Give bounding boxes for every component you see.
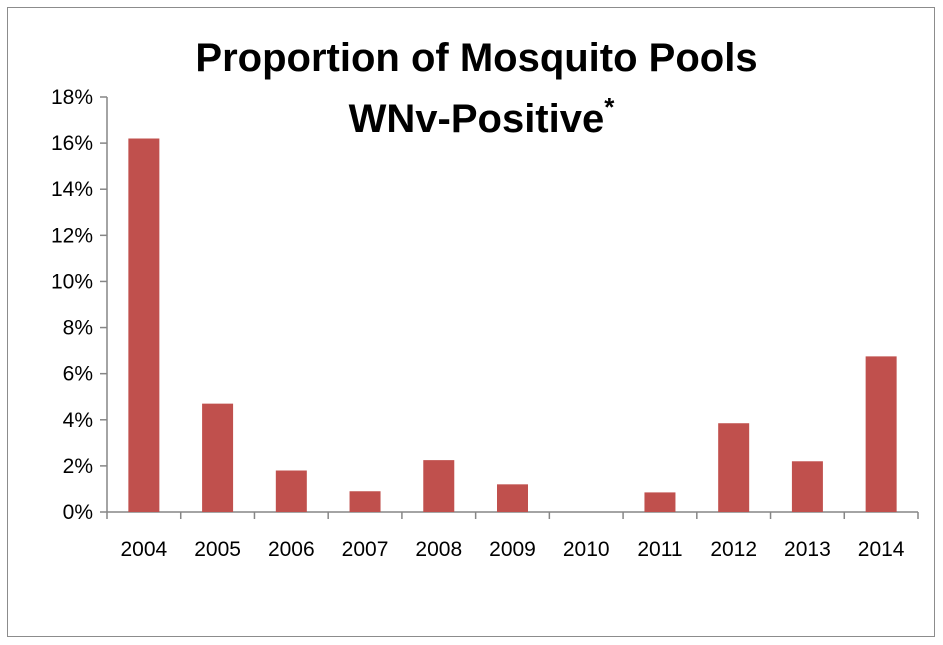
chart-title-asterisk: * [604, 92, 615, 122]
y-tick-label: 16% [51, 132, 93, 155]
x-tick-label: 2007 [342, 538, 389, 561]
x-tick-label: 2009 [489, 538, 536, 561]
y-tick-label: 10% [51, 270, 93, 293]
chart-title-line1: Proportion of Mosquito Pools [195, 36, 758, 80]
bar [423, 460, 455, 512]
chart-frame [7, 7, 935, 637]
y-tick-label: 6% [63, 363, 93, 386]
y-tick-label: 14% [51, 178, 93, 201]
x-tick-label: 2006 [268, 538, 315, 561]
bar [349, 491, 381, 512]
chart-title-line2: WNv-Positive* [10, 94, 943, 141]
x-tick-label: 2011 [637, 538, 682, 561]
y-tick-label: 12% [51, 224, 93, 247]
bar [128, 138, 160, 512]
x-tick-label: 2008 [415, 538, 462, 561]
bar [791, 461, 823, 512]
x-tick-label: 2004 [121, 538, 168, 561]
bar [202, 403, 234, 512]
x-tick-label: 2013 [784, 538, 831, 561]
y-tick-label: 18% [51, 86, 93, 109]
y-tick-label: 8% [63, 317, 93, 340]
bar [275, 470, 307, 512]
bar [718, 423, 750, 512]
y-tick-label: 2% [63, 455, 93, 478]
y-tick-label: 0% [63, 501, 93, 524]
x-tick-label: 2005 [194, 538, 241, 561]
x-tick-label: 2014 [858, 538, 905, 561]
bar [497, 484, 528, 512]
bar [644, 492, 676, 512]
y-tick-label: 4% [63, 409, 93, 432]
chart-title-text: WNv-Positive [348, 97, 605, 141]
x-tick-label: 2012 [710, 538, 757, 561]
x-tick-label: 2010 [563, 538, 610, 561]
bar [865, 356, 897, 512]
